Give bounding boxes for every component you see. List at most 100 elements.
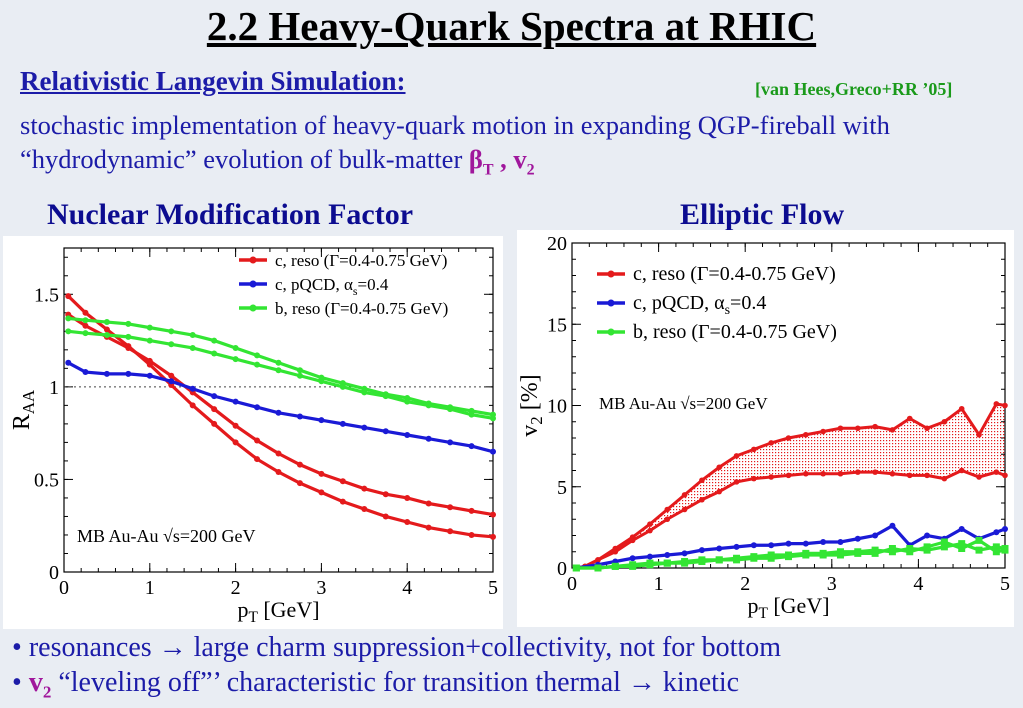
- data-point: [958, 540, 966, 548]
- data-point: [146, 372, 153, 379]
- data-point: [889, 522, 896, 529]
- data-point: [382, 491, 389, 498]
- data-point: [872, 532, 879, 539]
- v2-chart-panel: 0 1 2 3 4 5 0 5 10 15 20 c, reso (Γ=0.4-0.75 GeV) c,…: [517, 230, 1014, 627]
- x-tick-label: 1: [654, 573, 664, 595]
- raa-chart: 0 1 2 3 4 5 0 0.5 1 1.5 c, reso (Γ=0.4-0.75 GeV) c,…: [9, 247, 498, 626]
- chart-annotation: MB Au-Au √s=200 GeV: [77, 526, 256, 546]
- data-point: [339, 383, 346, 390]
- bullet-resonances: • resonances → large charm suppression+c…: [12, 632, 781, 663]
- data-point: [65, 359, 72, 366]
- data-point: [232, 439, 239, 446]
- data-point: [958, 545, 966, 552]
- data-point: [361, 424, 368, 431]
- data-point: [595, 557, 601, 563]
- data-point: [940, 543, 948, 551]
- data-point: [65, 328, 72, 335]
- y-tick-label: 1: [49, 377, 59, 399]
- data-point: [146, 357, 153, 364]
- y-tick-label: 0: [557, 558, 567, 580]
- data-point: [189, 344, 196, 351]
- data-point: [664, 506, 671, 513]
- raa-section-title: Nuclear Modification Factor: [47, 198, 414, 231]
- data-point: [103, 332, 110, 339]
- data-point: [404, 519, 411, 526]
- data-point: [275, 409, 282, 416]
- data-point: [232, 344, 239, 351]
- data-point: [681, 550, 688, 557]
- data-point: [716, 488, 723, 495]
- legend-marker: [249, 304, 257, 312]
- data-point: [785, 540, 792, 547]
- data-point: [871, 549, 879, 557]
- y-tick-label: 20: [547, 233, 567, 255]
- data-point: [837, 470, 844, 477]
- data-point: [318, 417, 325, 424]
- data-point: [924, 425, 930, 432]
- data-point: [958, 467, 965, 474]
- data-point: [361, 389, 368, 396]
- data-point: [820, 539, 827, 545]
- data-point: [468, 411, 475, 418]
- description-comma: ,: [493, 144, 514, 174]
- data-point: [751, 475, 757, 482]
- data-point: [681, 559, 689, 567]
- data-point: [647, 521, 653, 527]
- y-tick-label: 1.5: [34, 284, 59, 306]
- data-point: [468, 531, 475, 538]
- data-point: [490, 448, 496, 455]
- data-point: [594, 564, 602, 572]
- data-point: [785, 472, 792, 479]
- data-point: [382, 513, 389, 520]
- data-point: [993, 529, 1000, 536]
- x-tick-label: 5: [1000, 573, 1010, 595]
- data-point: [103, 319, 110, 326]
- data-point: [698, 558, 706, 565]
- data-point: [339, 420, 346, 427]
- data-point: [339, 478, 346, 485]
- data-point: [646, 561, 654, 569]
- data-point: [82, 330, 89, 337]
- legend-label: b, reso (Γ=0.4-0.75 GeV): [275, 299, 448, 318]
- data-point: [125, 344, 132, 351]
- x-tick-label: 4: [402, 577, 412, 599]
- data-point: [733, 543, 740, 550]
- data-point: [993, 401, 1000, 407]
- data-point: [425, 500, 432, 507]
- x-tick-label: 2: [231, 577, 241, 599]
- x-tick-label: 3: [316, 577, 326, 599]
- data-point: [1002, 402, 1008, 409]
- bullet-v2-leveling: • v2 “leveling off”’ characteristic for …: [12, 667, 740, 702]
- data-point: [976, 474, 982, 480]
- legend-marker: [249, 280, 257, 288]
- data-point: [924, 472, 930, 479]
- data-point: [958, 405, 965, 412]
- data-point: [992, 543, 1000, 551]
- data-point: [296, 480, 303, 487]
- x-axis-label: pT [GeV]: [747, 593, 829, 622]
- data-point: [254, 437, 261, 444]
- data-point: [189, 332, 196, 339]
- data-point: [872, 423, 878, 430]
- data-point: [125, 333, 132, 340]
- x-tick-label: 3: [827, 573, 837, 595]
- data-point: [168, 378, 175, 385]
- section-subtitle: Relativistic Langevin Simulation:: [20, 66, 406, 96]
- data-point: [447, 528, 454, 535]
- data-point: [611, 562, 619, 570]
- data-point: [958, 526, 965, 532]
- legend-label: c, pQCD, αs=0.4: [633, 292, 766, 318]
- data-point: [254, 456, 261, 463]
- data-point: [146, 337, 153, 344]
- data-point: [820, 470, 826, 477]
- data-point: [490, 533, 496, 540]
- data-point: [425, 524, 432, 531]
- data-point: [699, 477, 705, 484]
- x-tick-label: 0: [59, 577, 69, 599]
- data-point: [404, 494, 411, 501]
- v2-symbol: v2: [513, 144, 535, 179]
- data-point: [889, 427, 896, 433]
- data-point: [802, 540, 809, 547]
- data-point: [211, 337, 218, 344]
- plot-frame: [63, 247, 494, 573]
